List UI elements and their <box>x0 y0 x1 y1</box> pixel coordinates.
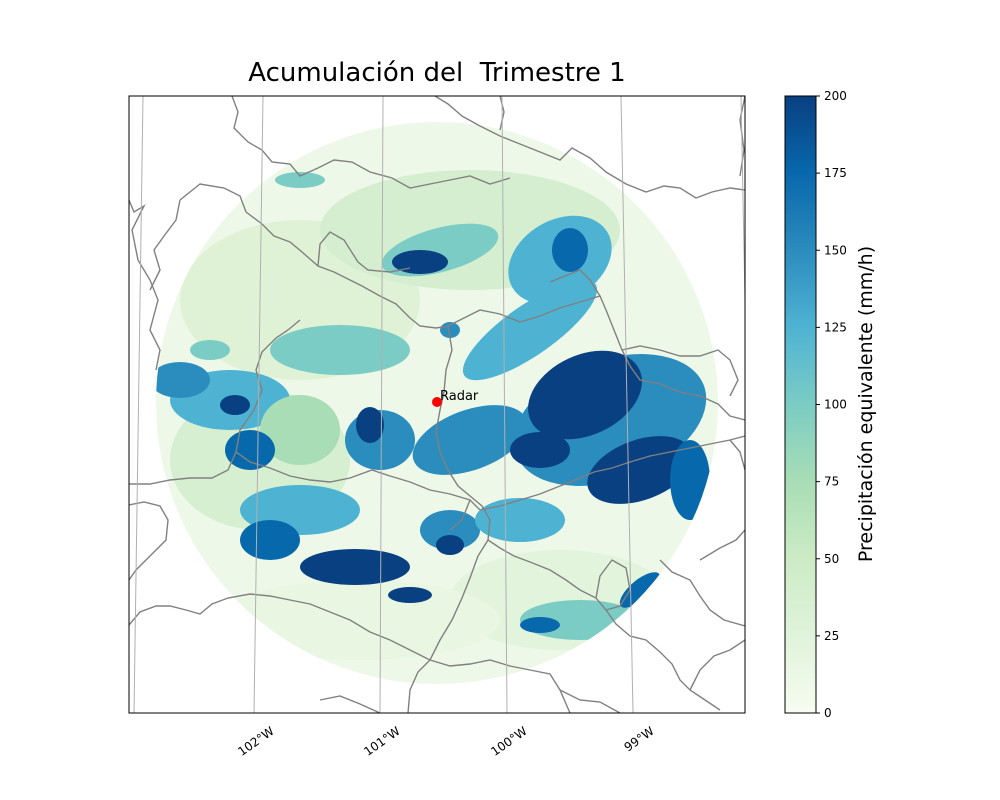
radar-label: Radar <box>440 389 479 404</box>
colorbar-gradient <box>784 95 817 714</box>
colorbar-tick-label: 75 <box>824 475 839 489</box>
colorbar-tick-label: 200 <box>824 89 847 103</box>
colorbar-ticks: 0 25 50 75 100 125 150 175 200 <box>816 89 847 720</box>
map-frame <box>128 95 746 714</box>
longitude-gridlines <box>133 96 745 713</box>
precipitation-field <box>156 170 710 660</box>
lon-tick-99w: 99°W <box>622 724 657 755</box>
colorbar: 0 25 50 75 100 125 150 175 200 <box>784 89 847 720</box>
lon-tick-101w: 101°W <box>361 724 403 759</box>
colorbar-tick-label: 150 <box>824 243 847 257</box>
lon-tick-102w: 102°W <box>235 724 277 759</box>
radar-coverage-disc <box>156 122 718 684</box>
colorbar-tick-label: 175 <box>824 166 847 180</box>
map-area <box>129 96 745 713</box>
lon-tick-100w: 100°W <box>488 724 530 759</box>
radar-marker <box>432 397 442 407</box>
colorbar-tick-label: 25 <box>824 629 839 643</box>
colorbar-label: Precipitación equivalente (mm/h) <box>855 245 877 563</box>
map-title: Acumulación del Trimestre 1 <box>248 58 626 88</box>
colorbar-tick-label: 125 <box>824 320 847 334</box>
colorbar-tick-label: 100 <box>824 398 847 412</box>
colorbar-tick-label: 0 <box>824 706 832 720</box>
colorbar-tick-label: 50 <box>824 552 839 566</box>
longitude-tick-labels: 102°W 101°W 100°W 99°W <box>235 724 657 759</box>
